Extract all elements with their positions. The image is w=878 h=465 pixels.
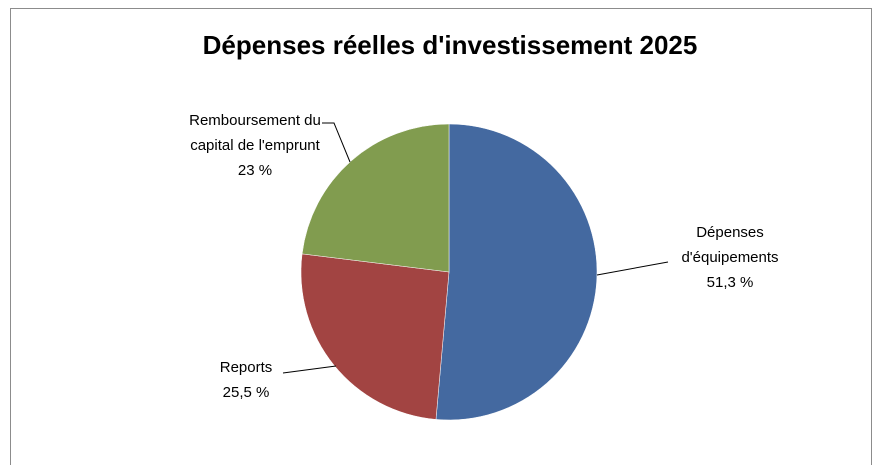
value-label: 51,3 % <box>706 274 754 291</box>
leader-line <box>322 122 351 163</box>
category-name: Reports <box>219 359 273 376</box>
pie-slice <box>301 123 450 273</box>
slice-label: Remboursement du capital de l'emprunt 23 … <box>175 108 335 183</box>
value-label: 23 % <box>237 162 273 179</box>
pie <box>300 123 598 421</box>
chart-title: Dépenses réelles d'investissement 2025 <box>202 30 698 60</box>
slice-label: Reports 25,5 % <box>201 355 291 405</box>
leader-line <box>282 365 337 374</box>
pie-slice <box>435 123 598 421</box>
category-name: Remboursement du capital de l'emprunt <box>189 112 321 154</box>
leader-line <box>596 261 669 276</box>
category-name: Dépenses d'équipements <box>681 224 779 266</box>
slice-label: Dépenses d'équipements 51,3 % <box>665 220 795 295</box>
value-label: 25,5 % <box>222 384 270 401</box>
pie-slice <box>300 253 450 420</box>
